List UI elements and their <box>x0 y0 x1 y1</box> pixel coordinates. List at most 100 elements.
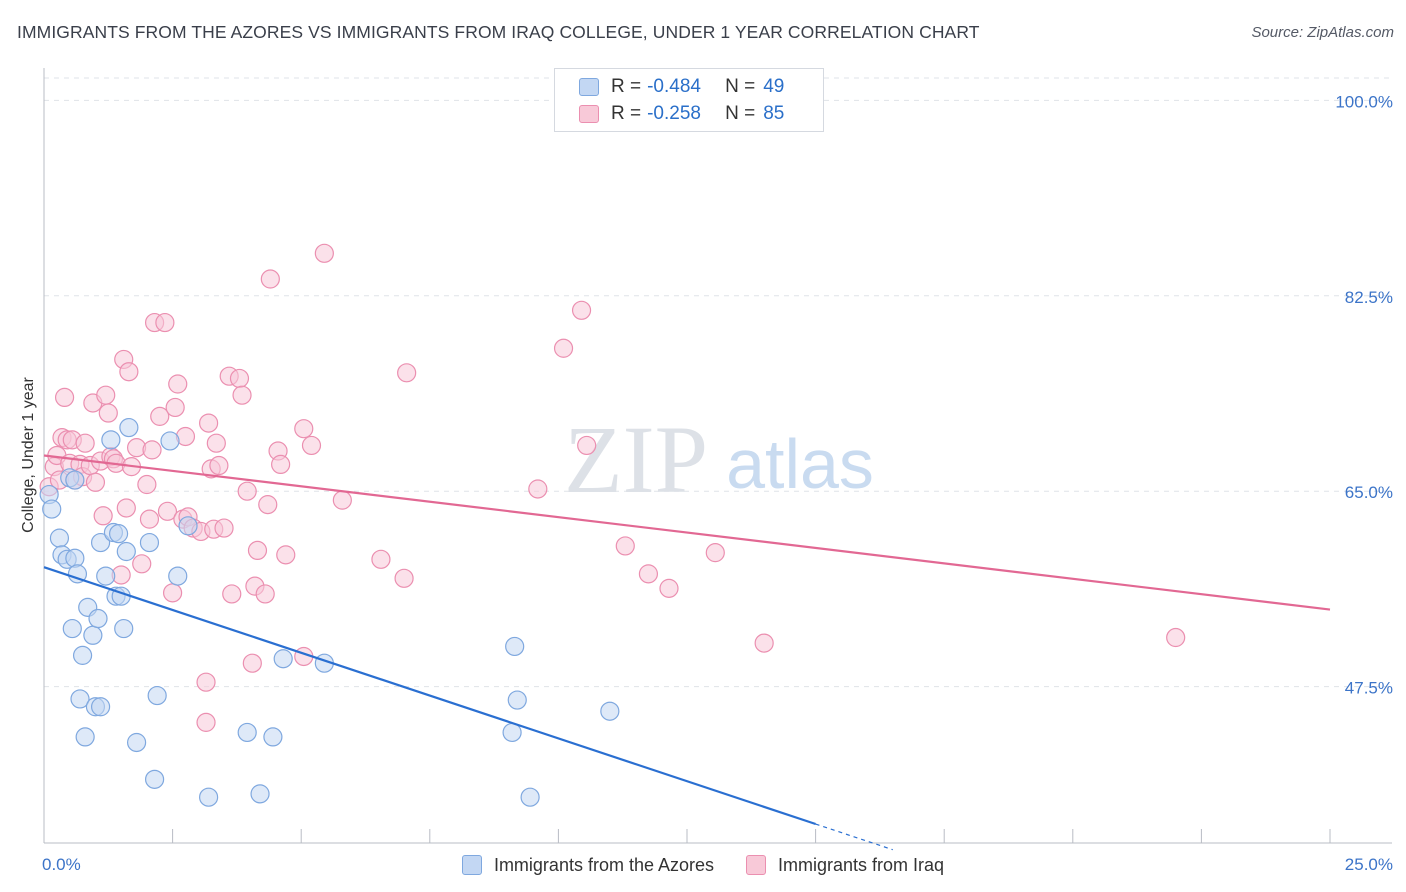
azores-point <box>90 697 111 717</box>
azores-point <box>600 701 620 721</box>
x-tick-label: 25.0% <box>1345 855 1393 874</box>
azores-point <box>505 636 525 657</box>
legend-item-iraq[interactable]: Immigrants from Iraq <box>746 855 944 876</box>
iraq-point <box>258 495 278 515</box>
iraq-point <box>754 633 774 653</box>
iraq-point <box>163 583 183 603</box>
legend-item-azores[interactable]: Immigrants from the Azores <box>461 854 715 876</box>
azores-point <box>108 524 129 544</box>
iraq-point <box>577 435 597 456</box>
watermark-zip: ZIP <box>564 406 708 513</box>
legend-label-azores: Immigrants from the Azores <box>493 854 715 875</box>
iraq-point <box>301 435 322 456</box>
azores-point <box>75 727 95 747</box>
iraq-point <box>139 509 160 529</box>
azores-point <box>70 689 90 709</box>
iraq-swatch-icon <box>579 105 599 123</box>
iraq-point <box>242 653 262 673</box>
iraq-point <box>116 498 136 518</box>
iraq-point <box>209 455 229 476</box>
iraq-point <box>659 578 679 598</box>
iraq-point <box>247 540 268 561</box>
iraq-swatch-icon <box>746 855 767 875</box>
azores-point <box>65 470 85 490</box>
iraq-point <box>232 385 252 405</box>
iraq-point <box>142 440 162 460</box>
r-label: R = <box>611 103 642 124</box>
iraq-point <box>638 564 659 584</box>
r-label: R = <box>611 76 642 97</box>
iraq-point <box>615 536 635 556</box>
azores-point <box>96 566 116 586</box>
azores-point <box>62 618 82 639</box>
iraq-point <box>54 387 75 408</box>
iraq-point <box>132 554 152 574</box>
y-tick-label: 47.5% <box>1345 679 1393 698</box>
azores-point <box>42 499 62 519</box>
azores-point <box>147 685 167 706</box>
iraq-point <box>260 269 280 289</box>
iraq-point <box>528 479 548 499</box>
iraq-point <box>85 472 106 492</box>
azores-point <box>160 431 180 451</box>
iraq-point <box>332 490 352 510</box>
iraq-point <box>199 413 219 433</box>
iraq-point <box>314 243 334 263</box>
azores-point <box>114 618 134 639</box>
azores-swatch-icon <box>461 855 482 875</box>
x-tick-label: 0.0% <box>42 855 81 874</box>
iraq-point <box>222 584 242 604</box>
azores-point <box>168 566 188 586</box>
azores-point <box>126 732 147 753</box>
r-value: -0.258 <box>647 103 701 124</box>
iraq-point <box>371 549 391 569</box>
azores-point <box>199 787 219 807</box>
watermark: ZIP atlas <box>564 406 874 513</box>
iraq-point <box>276 545 296 565</box>
tick-labels: 100.0% 82.5% 65.0% 47.5% 0.0% 25.0% <box>42 92 1393 874</box>
azores-points <box>39 417 620 807</box>
iraq-point <box>196 672 216 692</box>
azores-point <box>250 784 270 804</box>
azores-point <box>273 649 293 669</box>
legend-row-iraq: R = -0.258 N = 85 <box>579 101 784 127</box>
iraq-point <box>255 584 275 604</box>
iraq-point <box>397 363 417 383</box>
azores-point <box>88 608 108 629</box>
iraq-point <box>229 368 250 389</box>
y-tick-label: 65.0% <box>1345 483 1393 502</box>
azores-point <box>90 532 111 553</box>
iraq-point <box>705 543 725 563</box>
iraq-point <box>1166 627 1186 648</box>
watermark-atlas: atlas <box>726 425 874 503</box>
iraq-point <box>206 433 226 453</box>
n-value: 49 <box>763 76 785 97</box>
iraq-point <box>394 568 414 588</box>
iraq-point <box>214 518 234 538</box>
series-legend: Immigrants from the Azores Immigrants fr… <box>0 852 1406 878</box>
azores-point <box>144 769 165 789</box>
azores-trend-line <box>43 566 816 826</box>
azores-point <box>520 787 540 807</box>
y-tick-label: 82.5% <box>1345 288 1393 307</box>
iraq-point <box>157 501 178 521</box>
n-label: N = <box>725 103 756 124</box>
iraq-point <box>271 454 291 475</box>
azores-point <box>116 541 136 562</box>
azores-point <box>49 528 70 548</box>
iraq-point <box>119 362 139 382</box>
azores-point <box>237 722 257 743</box>
azores-point <box>72 645 93 665</box>
azores-swatch-icon <box>579 78 599 96</box>
iraq-point <box>137 474 157 495</box>
source-credit: Source: ZipAtlas.com <box>1251 24 1394 41</box>
azores-point <box>67 564 88 584</box>
r-value: -0.484 <box>647 76 701 97</box>
iraq-point <box>93 506 113 526</box>
iraq-points <box>39 243 1186 732</box>
azores-point <box>65 548 85 568</box>
azores-point <box>83 625 103 645</box>
iraq-point <box>155 312 175 333</box>
iraq-point <box>553 338 574 358</box>
